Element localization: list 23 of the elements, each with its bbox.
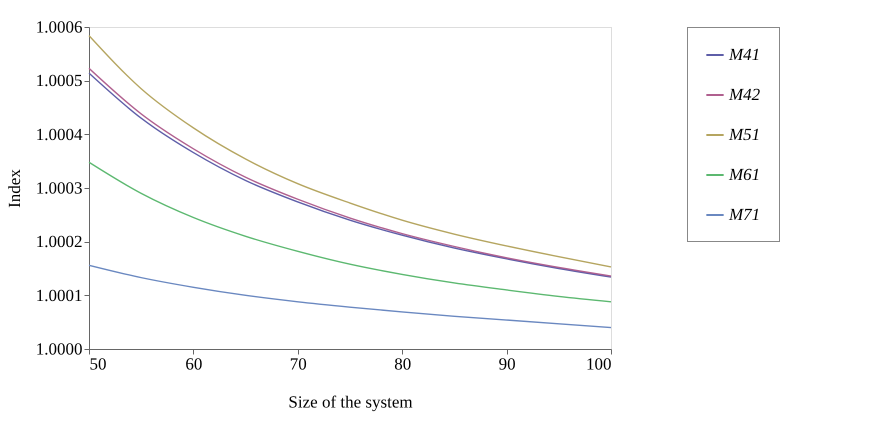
line-series	[88, 264, 612, 328]
x-tick-label: 100	[586, 354, 612, 374]
x-tick-label: 70	[290, 354, 307, 374]
x-tick-label: 50	[90, 354, 106, 374]
y-tick-label: 1.0005	[36, 71, 82, 90]
y-tick-label: 1.0004	[36, 124, 83, 144]
line-series	[88, 34, 612, 268]
y-axis-title: Index	[4, 168, 24, 208]
y-tick-label: 1.0003	[36, 178, 82, 198]
legend-label: M42	[728, 85, 761, 104]
y-tick-label: 1.0001	[36, 286, 82, 305]
y-tick-label: 1.0002	[36, 232, 82, 252]
legend-label: M51	[728, 125, 760, 144]
x-tick-label: 90	[498, 354, 516, 374]
legend-label: M71	[728, 205, 760, 224]
x-tick-label: 80	[394, 354, 412, 374]
legend-label: M61	[728, 165, 760, 184]
y-tick-label: 1.0000	[36, 340, 82, 358]
x-axis-title: Size of the system	[288, 392, 413, 412]
line-series	[88, 162, 612, 302]
x-tick-label: 60	[185, 354, 202, 374]
y-tick-label: 1.0006	[36, 18, 82, 36]
legend-label: M41	[728, 45, 760, 64]
